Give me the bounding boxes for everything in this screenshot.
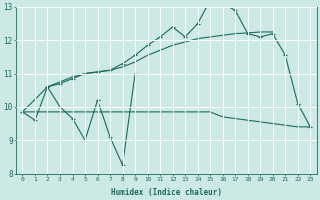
- X-axis label: Humidex (Indice chaleur): Humidex (Indice chaleur): [111, 188, 222, 197]
